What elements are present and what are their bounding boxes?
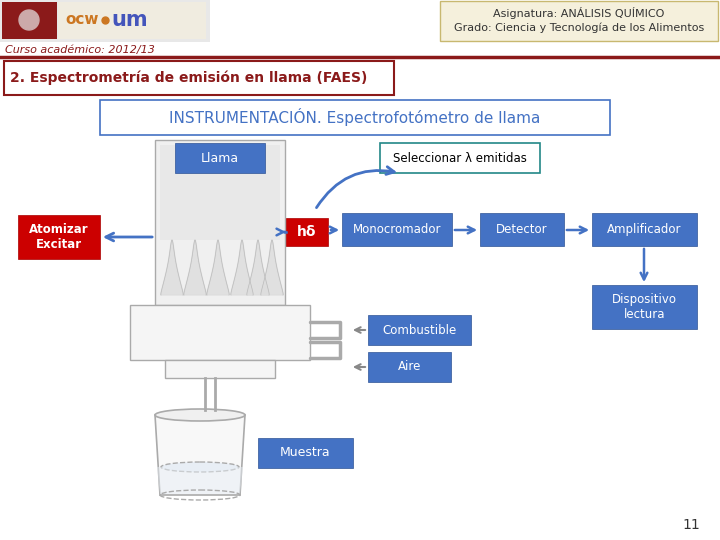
Text: Combustible: Combustible xyxy=(382,323,456,336)
Text: 2. Espectrometría de emisión en llama (FAES): 2. Espectrometría de emisión en llama (F… xyxy=(10,71,367,85)
Text: Atomizar
Excitar: Atomizar Excitar xyxy=(30,223,89,251)
FancyBboxPatch shape xyxy=(286,218,328,246)
FancyBboxPatch shape xyxy=(155,140,285,305)
Polygon shape xyxy=(261,240,283,295)
Polygon shape xyxy=(247,240,269,295)
Text: INSTRUMENTACIÓN. Espectrofotómetro de llama: INSTRUMENTACIÓN. Espectrofotómetro de ll… xyxy=(169,108,541,126)
Text: hδ: hδ xyxy=(297,225,317,239)
Text: Dispositivo
lectura: Dispositivo lectura xyxy=(612,293,677,321)
Ellipse shape xyxy=(155,409,245,421)
FancyBboxPatch shape xyxy=(58,2,206,39)
Polygon shape xyxy=(231,240,253,295)
Text: Muestra: Muestra xyxy=(280,447,330,460)
FancyBboxPatch shape xyxy=(342,213,452,246)
Text: um: um xyxy=(112,10,148,30)
Text: Amplificador: Amplificador xyxy=(607,223,682,236)
Polygon shape xyxy=(207,240,229,295)
Text: Asignatura: ANÁLISIS QUÍMICO: Asignatura: ANÁLISIS QUÍMICO xyxy=(493,7,665,19)
Polygon shape xyxy=(157,467,243,494)
Text: ocw: ocw xyxy=(66,12,99,28)
Text: Aire: Aire xyxy=(398,361,421,374)
FancyBboxPatch shape xyxy=(0,0,210,42)
FancyBboxPatch shape xyxy=(480,213,564,246)
Circle shape xyxy=(19,10,39,30)
FancyBboxPatch shape xyxy=(175,143,265,173)
Polygon shape xyxy=(184,240,206,295)
FancyBboxPatch shape xyxy=(592,213,697,246)
Text: 11: 11 xyxy=(683,518,700,532)
FancyBboxPatch shape xyxy=(368,315,471,345)
Text: Monocromador: Monocromador xyxy=(353,223,441,236)
Polygon shape xyxy=(155,415,245,495)
FancyBboxPatch shape xyxy=(440,1,718,41)
FancyBboxPatch shape xyxy=(18,215,100,259)
Ellipse shape xyxy=(161,462,239,472)
FancyBboxPatch shape xyxy=(160,145,280,240)
Text: Llama: Llama xyxy=(201,152,239,165)
Text: Seleccionar λ emitidas: Seleccionar λ emitidas xyxy=(393,152,527,165)
Text: Grado: Ciencia y Tecnología de los Alimentos: Grado: Ciencia y Tecnología de los Alime… xyxy=(454,23,704,33)
FancyBboxPatch shape xyxy=(592,285,697,329)
FancyBboxPatch shape xyxy=(130,305,310,360)
FancyBboxPatch shape xyxy=(368,352,451,382)
Polygon shape xyxy=(161,240,183,295)
Text: Detector: Detector xyxy=(496,223,548,236)
FancyBboxPatch shape xyxy=(380,143,540,173)
Text: Curso académico: 2012/13: Curso académico: 2012/13 xyxy=(5,45,155,55)
FancyBboxPatch shape xyxy=(165,360,275,378)
FancyBboxPatch shape xyxy=(258,438,353,468)
FancyBboxPatch shape xyxy=(4,61,394,95)
FancyBboxPatch shape xyxy=(2,2,57,39)
FancyBboxPatch shape xyxy=(100,100,610,135)
